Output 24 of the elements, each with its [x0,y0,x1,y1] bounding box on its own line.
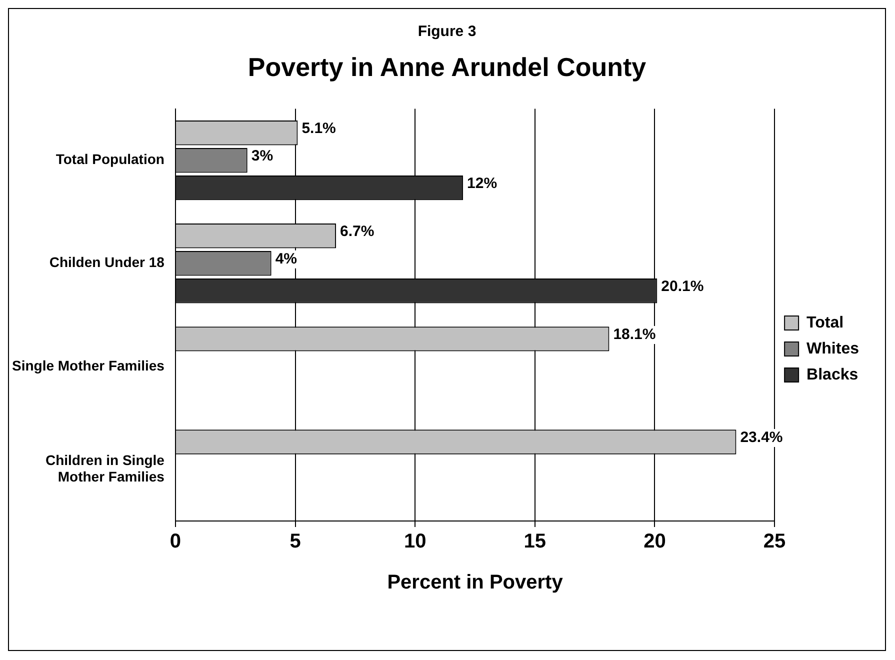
data-label: 5.1% [302,120,336,137]
data-label: 18.1% [613,326,656,344]
data-label: 6.7% [340,223,374,240]
legend-label: Total [806,314,844,332]
legend-label: Whites [806,340,860,358]
data-label: 3% [251,147,274,164]
data-label: 20.1% [661,278,704,295]
chart-title: Poverty in Anne Arundel County [246,52,648,83]
y-tick-label: Children in Single Mother Families [45,452,165,485]
y-tick-label: Childen Under 18 [49,254,165,270]
x-tick-label: 0 [170,530,182,553]
data-label: 12% [467,174,498,192]
chart-subtitle: Figure 3 [416,23,478,40]
y-tick-label: Single Mother Families [12,357,165,374]
y-tick-label: Total Population [56,151,164,168]
data-label: 23.4% [740,429,783,446]
x-tick-label: 25 [763,530,786,553]
x-tick-label: 10 [404,530,426,553]
x-tick-label: 5 [290,530,301,553]
x-tick-label: 20 [644,530,666,553]
data-label: 4% [275,250,298,268]
x-axis-title: Percent in Poverty [387,572,564,594]
x-tick-label: 15 [524,530,546,553]
legend-label: Blacks [806,366,858,384]
